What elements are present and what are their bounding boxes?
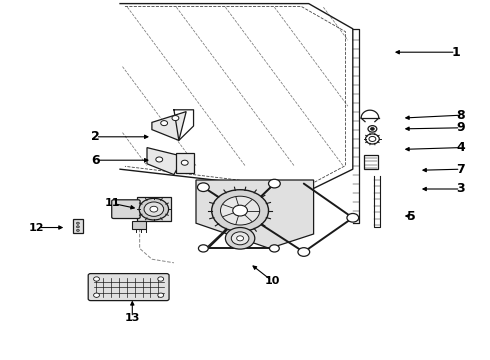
Circle shape (150, 206, 158, 212)
Circle shape (94, 293, 99, 297)
Circle shape (156, 157, 163, 162)
Circle shape (161, 121, 168, 126)
FancyBboxPatch shape (73, 219, 83, 233)
Text: 3: 3 (456, 183, 465, 195)
Circle shape (269, 179, 280, 188)
Circle shape (369, 136, 376, 141)
Circle shape (94, 277, 99, 281)
Text: 7: 7 (456, 163, 465, 176)
Text: 11: 11 (105, 198, 121, 208)
Circle shape (198, 245, 208, 252)
Text: 5: 5 (407, 210, 416, 222)
Circle shape (76, 229, 79, 231)
Polygon shape (152, 112, 186, 140)
Text: 8: 8 (456, 109, 465, 122)
Circle shape (220, 196, 260, 225)
Text: 9: 9 (456, 121, 465, 134)
Circle shape (172, 116, 179, 121)
Text: 10: 10 (264, 276, 280, 286)
Text: 6: 6 (91, 154, 100, 167)
Circle shape (76, 226, 79, 228)
Circle shape (233, 205, 247, 216)
Circle shape (298, 248, 310, 256)
Circle shape (197, 183, 209, 192)
Circle shape (181, 160, 188, 165)
Text: 12: 12 (29, 222, 45, 233)
FancyBboxPatch shape (132, 221, 146, 229)
Circle shape (158, 277, 164, 281)
Circle shape (368, 126, 377, 132)
Circle shape (231, 232, 249, 245)
Text: 1: 1 (451, 46, 460, 59)
Circle shape (76, 222, 79, 224)
Circle shape (139, 198, 169, 220)
FancyBboxPatch shape (137, 197, 171, 221)
FancyBboxPatch shape (364, 155, 378, 169)
Circle shape (212, 190, 269, 231)
Text: 4: 4 (456, 141, 465, 154)
Circle shape (144, 202, 164, 216)
Polygon shape (147, 148, 184, 175)
Polygon shape (196, 180, 314, 248)
Circle shape (366, 134, 379, 144)
Circle shape (370, 127, 374, 130)
FancyBboxPatch shape (176, 153, 194, 173)
Circle shape (270, 245, 279, 252)
FancyBboxPatch shape (88, 274, 169, 301)
Text: 13: 13 (124, 312, 140, 323)
Circle shape (225, 228, 255, 249)
Circle shape (158, 293, 164, 297)
FancyBboxPatch shape (112, 200, 140, 219)
Circle shape (237, 236, 244, 241)
Text: 2: 2 (91, 130, 100, 143)
Circle shape (347, 213, 359, 222)
